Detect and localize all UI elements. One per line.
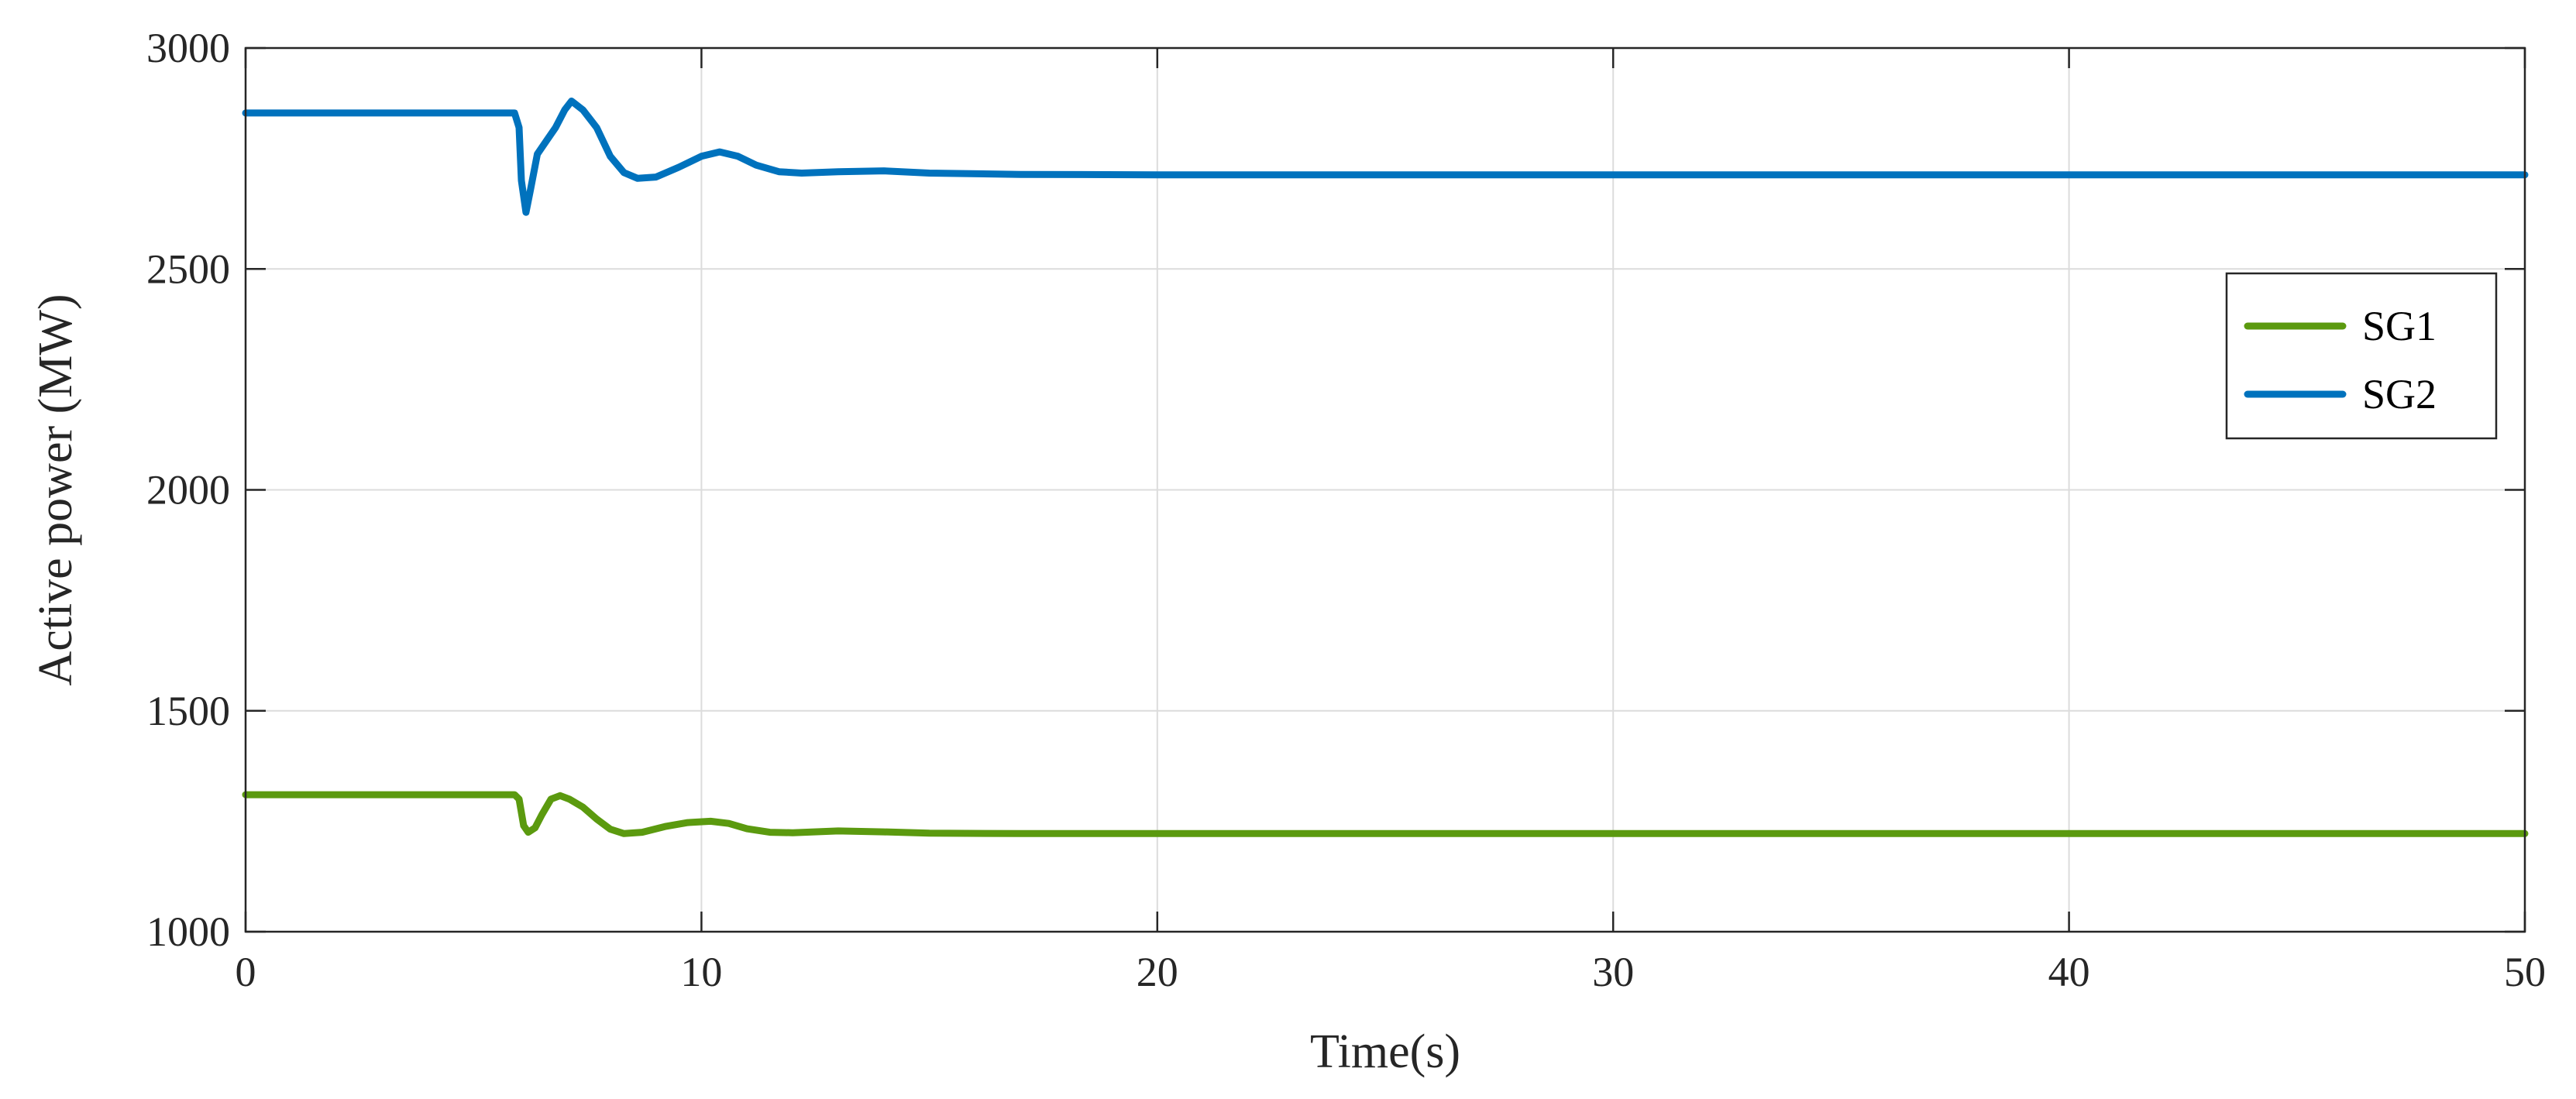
legend-box xyxy=(2225,272,2498,440)
grid-lines xyxy=(246,48,2525,932)
series-line-sg2 xyxy=(242,98,2529,216)
x-axis-label: Time(s) xyxy=(1310,1025,1460,1078)
axis-ticks xyxy=(244,46,2526,933)
x-tick-label: 50 xyxy=(2504,949,2546,995)
x-tick-label: 20 xyxy=(1137,949,1178,995)
y-tick-label: 3000 xyxy=(146,25,230,71)
y-tick-label: 1000 xyxy=(146,908,230,955)
x-tick-label: 40 xyxy=(2048,949,2090,995)
tick-labels: 0 10 20 30 40 50 1000 1500 2000 2500 3000 xyxy=(146,25,2546,995)
legend-label-sg1: SG1 xyxy=(2362,303,2437,349)
y-tick-label: 1500 xyxy=(146,688,230,734)
legend-label-sg2: SG2 xyxy=(2362,371,2437,417)
y-tick-label: 2000 xyxy=(146,467,230,513)
series-line-sg1 xyxy=(242,791,2529,837)
series-lines xyxy=(242,98,2529,837)
x-tick-label: 10 xyxy=(680,949,722,995)
x-tick-label: 30 xyxy=(1592,949,1634,995)
y-axis-label: Active power (MW) xyxy=(29,294,82,685)
y-tick-label: 2500 xyxy=(146,246,230,292)
x-tick-label: 0 xyxy=(236,949,256,995)
